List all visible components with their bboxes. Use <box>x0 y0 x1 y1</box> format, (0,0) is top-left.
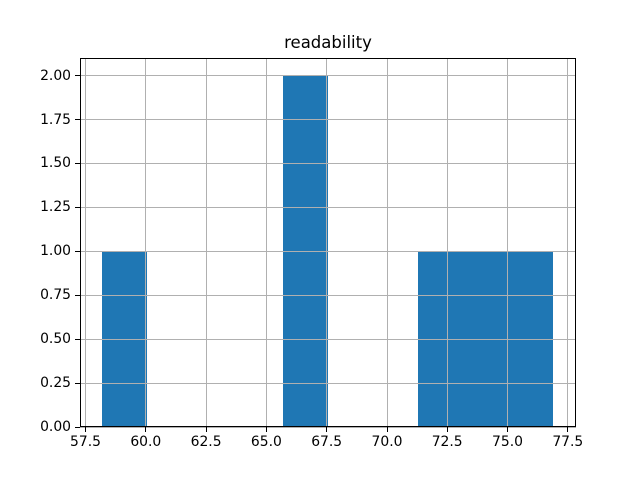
y-tick-label: 0.50 <box>40 331 71 348</box>
y-tick-label: 0.00 <box>40 419 71 435</box>
vertical-gridline <box>567 58 569 427</box>
x-tick-mark <box>507 427 508 432</box>
horizontal-gridline <box>80 206 576 208</box>
vertical-gridline <box>326 58 328 427</box>
y-tick-mark <box>75 426 80 428</box>
horizontal-gridline <box>80 426 576 428</box>
x-tick-label: 60.0 <box>130 434 162 450</box>
y-tick-mark <box>75 119 80 120</box>
vertical-gridline <box>446 58 448 427</box>
y-tick-label: 2.00 <box>40 67 71 84</box>
horizontal-gridline <box>80 382 576 384</box>
x-tick-mark <box>205 427 207 432</box>
x-tick-mark <box>145 427 147 432</box>
y-tick-mark <box>75 75 80 77</box>
y-tick-mark <box>75 294 80 296</box>
y-tick-mark <box>75 206 80 208</box>
x-tick-label: 72.5 <box>431 434 463 450</box>
y-tick-label: 0.25 <box>40 375 71 392</box>
horizontal-gridline <box>80 338 576 340</box>
grid-layer <box>80 58 576 428</box>
x-tick-mark <box>85 427 86 432</box>
y-tick-mark <box>75 382 80 384</box>
x-tick-label: 77.5 <box>552 434 584 450</box>
x-tick-mark <box>326 427 328 432</box>
horizontal-gridline <box>80 75 576 77</box>
x-tick-mark <box>386 427 388 432</box>
x-tick-label: 65.0 <box>250 434 282 450</box>
vertical-gridline <box>205 58 207 427</box>
x-tick-label: 62.5 <box>190 434 222 450</box>
x-tick-label: 57.5 <box>70 434 101 450</box>
chart-title: readability <box>284 33 372 52</box>
horizontal-gridline <box>80 250 576 252</box>
vertical-gridline <box>265 58 267 427</box>
vertical-gridline <box>145 58 147 427</box>
horizontal-gridline <box>80 294 576 296</box>
y-tick-label: 0.75 <box>40 287 71 304</box>
x-tick-mark <box>446 427 448 432</box>
y-tick-mark <box>75 338 80 340</box>
x-tick-mark <box>567 427 569 432</box>
y-tick-label: 1.00 <box>40 243 71 260</box>
horizontal-gridline <box>80 119 576 120</box>
y-tick-mark <box>75 162 80 164</box>
plot-area <box>80 58 576 428</box>
x-tick-label: 67.5 <box>311 434 343 450</box>
vertical-gridline <box>85 58 86 427</box>
x-tick-label: 75.0 <box>492 434 523 450</box>
vertical-gridline <box>507 58 508 427</box>
y-tick-label: 1.25 <box>40 199 71 216</box>
y-tick-label: 1.75 <box>40 111 71 128</box>
x-tick-mark <box>265 427 267 432</box>
y-tick-mark <box>75 250 80 252</box>
x-tick-label: 70.0 <box>371 434 403 450</box>
vertical-gridline <box>386 58 388 427</box>
y-tick-label: 1.50 <box>40 155 71 172</box>
horizontal-gridline <box>80 162 576 164</box>
